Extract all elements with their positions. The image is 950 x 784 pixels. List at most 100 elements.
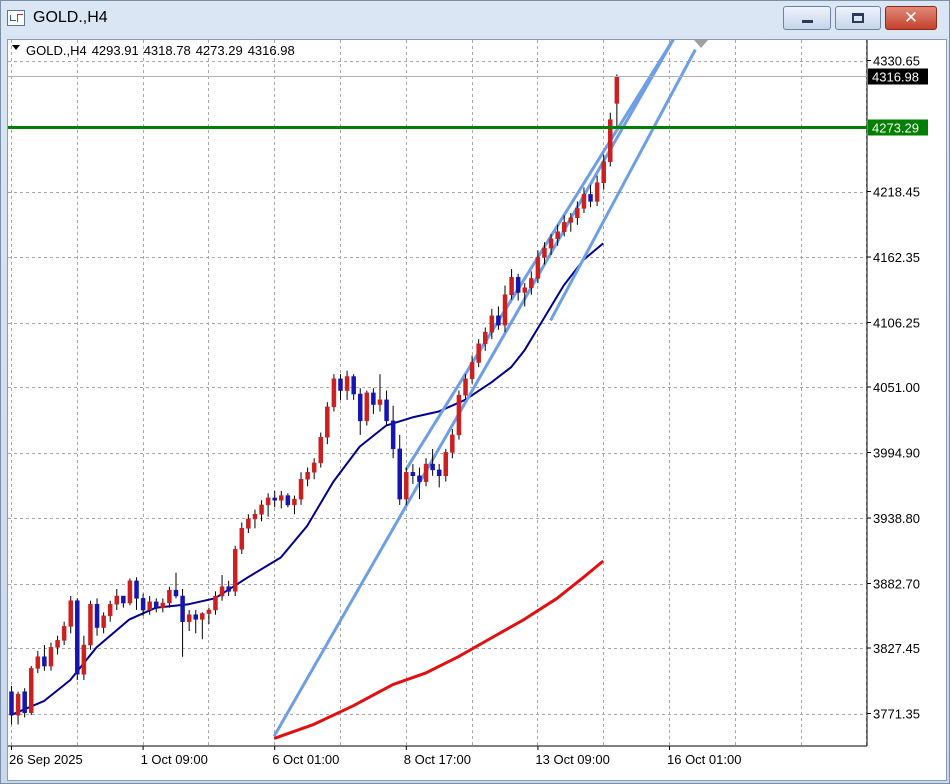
candle-body xyxy=(61,626,67,641)
candle xyxy=(9,685,14,725)
price-tick-label: 3938.80 xyxy=(873,511,920,526)
candle xyxy=(265,493,271,517)
minimize-icon xyxy=(802,20,813,23)
candle xyxy=(167,586,172,608)
candle-body xyxy=(575,208,580,218)
candle xyxy=(522,283,527,307)
candle-body xyxy=(75,600,80,675)
candle xyxy=(55,635,60,655)
candle-body xyxy=(298,479,304,500)
candle xyxy=(594,175,600,207)
candle xyxy=(588,185,593,208)
chart-shift-marker[interactable] xyxy=(694,40,708,48)
candle xyxy=(555,224,560,246)
candle-body xyxy=(28,668,34,714)
candle-body xyxy=(140,598,146,611)
minimize-button[interactable] xyxy=(783,6,831,30)
candle-body xyxy=(35,656,41,669)
candle xyxy=(246,514,251,533)
candle-body xyxy=(265,497,271,506)
candle-body xyxy=(542,247,547,258)
candle-body xyxy=(456,394,462,436)
candle xyxy=(509,269,514,300)
candle-body xyxy=(180,595,185,622)
price-tick-label: 3827.45 xyxy=(873,641,920,656)
candle-body xyxy=(423,463,429,482)
candle-body xyxy=(292,498,297,506)
candle xyxy=(542,242,547,265)
candle xyxy=(75,598,80,681)
horizontal-levels[interactable] xyxy=(8,75,867,129)
candle-body xyxy=(364,392,370,422)
candle-body xyxy=(594,182,600,202)
candle-body xyxy=(588,194,593,202)
candle xyxy=(575,201,580,225)
candle xyxy=(430,448,435,476)
candle-body xyxy=(535,257,541,279)
candle xyxy=(417,467,422,500)
candle xyxy=(298,472,304,505)
candle xyxy=(28,666,34,716)
candle-body xyxy=(371,392,376,405)
candle xyxy=(154,598,159,613)
candle xyxy=(331,374,337,412)
info-open: 4293.91 xyxy=(92,43,139,58)
window-title: GOLD.,H4 xyxy=(33,9,108,26)
candle-body xyxy=(232,549,238,592)
title-bar[interactable]: GOLD.,H4 ✕ xyxy=(1,1,949,37)
candle-body xyxy=(417,475,422,482)
candle-body xyxy=(555,231,560,240)
price-chart[interactable]: 4330.65 4218.45 4162.35 4106.25 4051.00 3994.… xyxy=(8,40,946,780)
candle xyxy=(226,580,231,597)
maximize-button[interactable] xyxy=(835,6,881,30)
candle-body xyxy=(9,691,14,716)
candle xyxy=(404,467,409,505)
candle-body xyxy=(285,495,291,506)
candle-body xyxy=(548,238,554,249)
candle-body xyxy=(311,462,317,473)
candle-body xyxy=(397,448,402,500)
candle xyxy=(529,271,534,295)
chart-area[interactable]: 4330.65 4218.45 4162.35 4106.25 4051.00 3994.… xyxy=(7,39,947,781)
candle xyxy=(42,645,47,671)
candle-body xyxy=(410,472,416,477)
candle xyxy=(371,388,376,414)
candle-body xyxy=(357,393,363,422)
candle xyxy=(127,578,133,606)
candle xyxy=(614,74,620,128)
candle xyxy=(325,402,330,445)
price-tick-label: 3771.35 xyxy=(873,707,920,722)
info-high: 4318.78 xyxy=(144,43,191,58)
time-tick-label: 6 Oct 01:00 xyxy=(272,752,339,767)
candle xyxy=(101,612,106,634)
candle xyxy=(219,574,225,601)
candle-body xyxy=(252,514,258,520)
candle xyxy=(436,464,442,488)
candle-body xyxy=(239,528,245,550)
candle-body xyxy=(568,217,574,223)
candle-body xyxy=(94,603,100,628)
price-tick-label: 4218.45 xyxy=(873,185,920,200)
candle xyxy=(213,591,218,615)
candle-body xyxy=(344,376,350,391)
candle xyxy=(193,610,198,634)
candle-body xyxy=(529,278,534,289)
candle xyxy=(515,273,521,301)
candle-body xyxy=(496,315,501,326)
candle-body xyxy=(200,613,205,620)
symbol-dropdown-icon[interactable] xyxy=(12,45,20,50)
candle xyxy=(338,374,343,400)
maximize-icon xyxy=(852,13,864,23)
candle-body xyxy=(101,615,106,628)
candle xyxy=(285,493,291,508)
candles xyxy=(9,74,620,725)
candle-body xyxy=(154,601,159,608)
candle-body xyxy=(522,287,527,293)
candle-body xyxy=(226,586,231,592)
candle xyxy=(357,388,363,435)
price-tick-label: 3882.70 xyxy=(873,577,920,592)
close-button[interactable]: ✕ xyxy=(885,6,937,30)
candle xyxy=(377,374,383,412)
candle xyxy=(390,405,396,459)
